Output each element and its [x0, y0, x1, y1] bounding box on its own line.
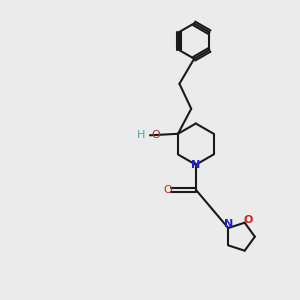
- Text: H: H: [137, 130, 146, 140]
- Text: O: O: [152, 130, 160, 140]
- Text: N: N: [224, 220, 233, 230]
- Text: N: N: [191, 160, 200, 170]
- Text: O: O: [163, 185, 172, 195]
- Text: O: O: [244, 215, 253, 225]
